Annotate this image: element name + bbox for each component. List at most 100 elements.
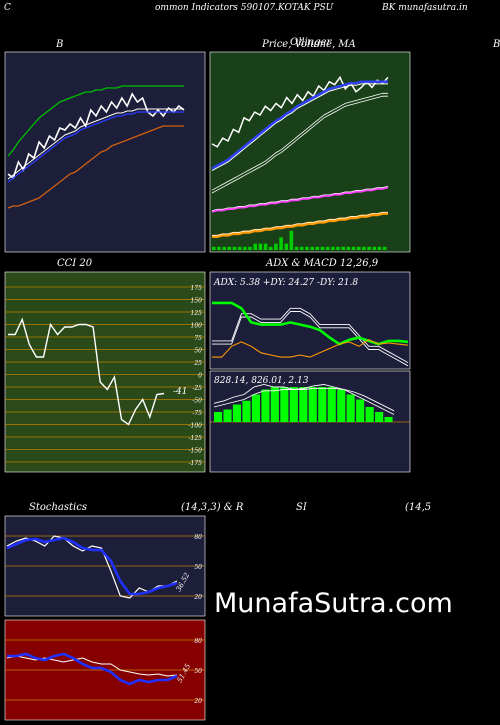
volume-bar — [289, 230, 294, 250]
macd-histogram-bar — [327, 387, 336, 422]
stoch-title: Stochastics — [29, 502, 87, 513]
macd-histogram-bar — [270, 387, 279, 422]
macd-MACD-line — [213, 384, 395, 415]
cci-tick-label: -150 — [189, 448, 203, 455]
adx-panel — [209, 271, 411, 370]
adx-lines — [212, 301, 409, 367]
adx-line-2 — [212, 311, 409, 367]
macd-histogram-bar — [232, 404, 241, 422]
macd-histogram-bar — [214, 412, 223, 422]
price-panel — [209, 51, 411, 253]
volume-bar — [325, 246, 330, 250]
cci-title: CCI 20 — [57, 258, 93, 269]
ma-white-line-2 — [211, 95, 388, 194]
cci-tick-label: 0 — [198, 373, 202, 380]
volume-bar — [248, 246, 252, 250]
rsi-smooth-line — [7, 652, 178, 686]
volume-bar — [331, 246, 335, 250]
minus-di-line — [212, 339, 409, 358]
cci-tick-label: 125 — [191, 310, 203, 317]
cci-grid: 175 150 125 100 75 50 25 0 -25 -50 -75 -100 -125 -150… — [5, 285, 205, 467]
volume-bar — [243, 246, 247, 250]
rsi-grid: 80 50 20 — [5, 638, 205, 705]
rsi-title: SI — [296, 502, 307, 513]
rsi-lines — [6, 652, 178, 686]
volume-bar — [263, 243, 268, 250]
volume-bar — [372, 246, 377, 250]
volume-bar — [237, 246, 242, 250]
volume-bar — [253, 243, 257, 250]
rsi-tick-label: 50 — [194, 668, 202, 675]
bollinger-middle-line — [7, 111, 184, 183]
stoch-lines — [6, 535, 178, 599]
price-title: Price, Volume, MA — [262, 39, 356, 50]
macd-histogram-bar — [251, 394, 260, 422]
rsi-tick-label: 80 — [194, 638, 202, 645]
macd-histogram-bar — [280, 387, 289, 422]
ma-white-line — [211, 92, 388, 191]
cci-tick-label: 100 — [191, 323, 203, 330]
volume-bar — [341, 246, 345, 250]
macd-histogram-bar — [384, 417, 393, 422]
volume-bar — [217, 246, 221, 250]
ma-orange-line — [212, 211, 388, 238]
cci-tick-label: 150 — [191, 298, 203, 305]
bollinger-title: B — [56, 39, 64, 50]
macd-histogram-bar — [346, 394, 355, 422]
cci-tick-label: 25 — [193, 360, 202, 367]
macd-histogram-bar — [337, 389, 346, 422]
volume-bar — [351, 246, 356, 250]
cci-tick-label: -175 — [189, 460, 203, 467]
macd-histogram-bar — [375, 412, 384, 422]
volume-bar — [227, 246, 232, 250]
bollinger-price-line — [7, 92, 185, 180]
volume-bar — [336, 246, 340, 250]
stoch-grid: 80 50 20 — [5, 534, 205, 601]
price-lines — [211, 75, 389, 250]
watermark: MunafaSutra.com — [214, 588, 453, 619]
cci-panel — [4, 271, 206, 473]
macd-histogram-bar — [261, 389, 270, 422]
cci-tick-label: 50 — [194, 348, 202, 355]
volume-bar — [320, 246, 325, 250]
volume-bar — [377, 246, 382, 250]
volume-bar — [274, 243, 278, 250]
cci-line — [8, 317, 165, 426]
volume-bar — [346, 246, 351, 250]
volume-bar — [367, 246, 371, 250]
volume-bar — [310, 246, 314, 250]
volume-bar — [382, 246, 387, 250]
cci-tick-label: -100 — [189, 423, 203, 430]
rsi-line — [6, 655, 178, 677]
cci-tick-label: 175 — [191, 285, 203, 292]
far-right-title: B — [493, 39, 500, 50]
ma-magenta-highlight — [211, 185, 389, 212]
volume-bar — [284, 243, 289, 250]
rsi-params: (14,5 — [405, 502, 432, 513]
volume-bar — [356, 246, 361, 250]
macd-histogram-bar — [318, 387, 327, 422]
volume-bar — [212, 246, 216, 250]
volume-bar — [294, 246, 299, 250]
ma-blue-shadow — [211, 83, 388, 172]
volume-bar — [258, 243, 263, 250]
cci-value-label: -41 — [173, 387, 188, 397]
header-right: BK munafasutra.in — [382, 3, 468, 13]
macd-histogram-bar — [356, 399, 365, 422]
macd-signal-line — [213, 387, 395, 412]
volume-bar — [300, 246, 304, 250]
macd-histogram-bar — [365, 407, 374, 422]
bollinger-middle-shadow — [7, 108, 184, 180]
macd-histogram-bar — [242, 400, 251, 423]
ma-magenta-line — [211, 186, 389, 213]
macd-histogram-bar — [289, 387, 298, 422]
macd-lines — [213, 384, 395, 423]
header-center: ommon Indicators 590107.KOTAK PSU — [155, 3, 334, 13]
volume-bar — [232, 246, 237, 250]
volume-bar — [362, 246, 366, 250]
cci-tick-label: -75 — [192, 410, 202, 417]
cci-tick-label: -50 — [192, 398, 202, 405]
adx-macd-title: ADX & MACD 12,26,9 — [266, 258, 379, 269]
stoch-tick-label: 80 — [194, 534, 202, 541]
